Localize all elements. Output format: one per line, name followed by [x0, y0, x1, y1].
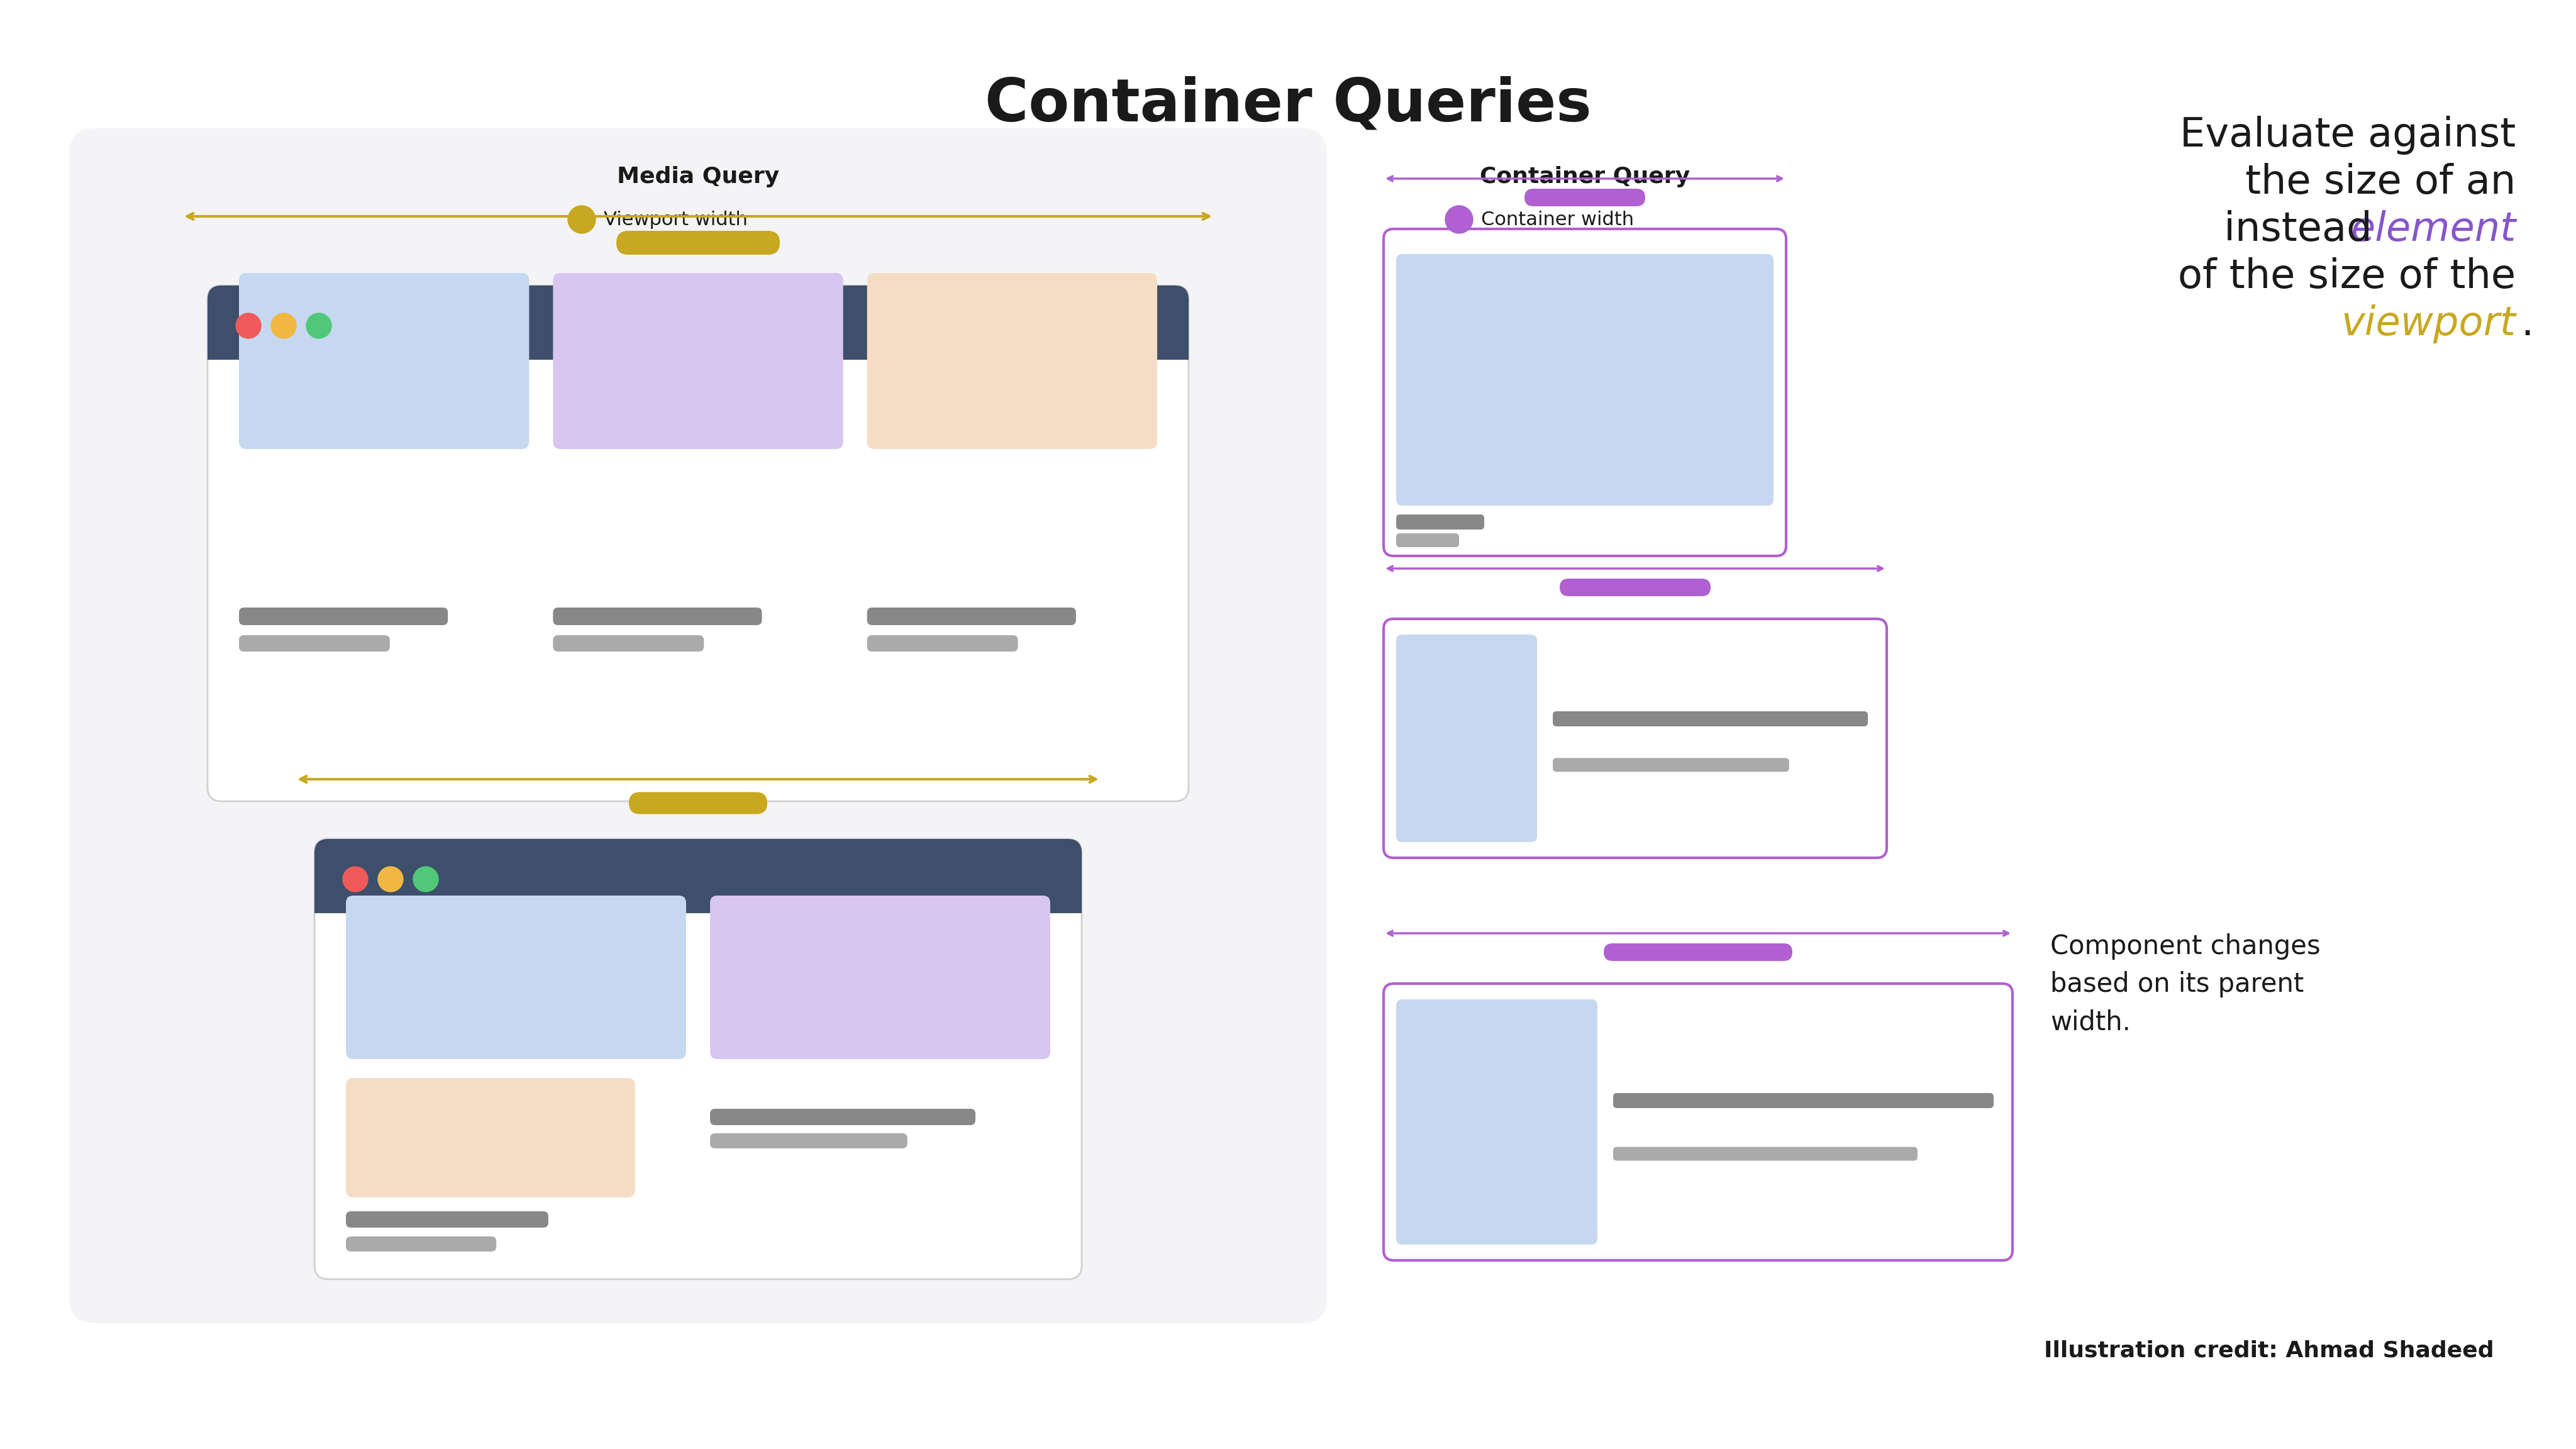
FancyBboxPatch shape — [1383, 229, 1785, 556]
Text: the size of an: the size of an — [2246, 162, 2517, 201]
FancyBboxPatch shape — [1613, 1146, 1917, 1161]
FancyBboxPatch shape — [345, 1078, 636, 1197]
FancyBboxPatch shape — [868, 635, 1018, 652]
FancyBboxPatch shape — [345, 1133, 544, 1149]
FancyBboxPatch shape — [209, 285, 1188, 359]
Circle shape — [270, 313, 296, 339]
FancyBboxPatch shape — [711, 1133, 907, 1149]
FancyBboxPatch shape — [314, 839, 1082, 1279]
FancyBboxPatch shape — [345, 1211, 549, 1227]
Circle shape — [307, 313, 332, 339]
FancyBboxPatch shape — [1396, 514, 1484, 529]
Circle shape — [237, 313, 260, 339]
FancyBboxPatch shape — [1396, 1000, 1597, 1245]
FancyBboxPatch shape — [616, 230, 781, 255]
FancyBboxPatch shape — [240, 635, 389, 652]
FancyBboxPatch shape — [1396, 254, 1772, 506]
Text: .: . — [2522, 304, 2532, 343]
Text: Evaluate against: Evaluate against — [2179, 116, 2517, 155]
FancyBboxPatch shape — [240, 607, 448, 625]
FancyBboxPatch shape — [1553, 758, 1790, 772]
FancyBboxPatch shape — [1396, 635, 1538, 842]
FancyBboxPatch shape — [629, 793, 768, 814]
Text: Container width: Container width — [1481, 210, 1633, 229]
FancyBboxPatch shape — [345, 895, 685, 1059]
Circle shape — [343, 867, 368, 891]
Text: Component changes
based on its parent
width.: Component changes based on its parent wi… — [2050, 933, 2321, 1036]
FancyBboxPatch shape — [240, 272, 528, 449]
Text: Viewport width: Viewport width — [603, 210, 747, 229]
FancyBboxPatch shape — [554, 607, 762, 625]
FancyBboxPatch shape — [1553, 711, 1868, 726]
Text: element: element — [2349, 210, 2517, 249]
Text: instead: instead — [2210, 210, 2372, 249]
FancyBboxPatch shape — [314, 839, 1082, 913]
Circle shape — [567, 206, 595, 233]
Circle shape — [379, 867, 402, 891]
Text: viewport: viewport — [2342, 304, 2517, 343]
FancyBboxPatch shape — [554, 272, 842, 449]
FancyBboxPatch shape — [209, 285, 1188, 801]
FancyBboxPatch shape — [1605, 943, 1793, 961]
FancyBboxPatch shape — [1383, 619, 1886, 858]
FancyBboxPatch shape — [1613, 1093, 1994, 1108]
FancyBboxPatch shape — [345, 1236, 497, 1252]
Bar — [314, 877, 1082, 913]
Text: Container Query: Container Query — [1479, 167, 1690, 187]
Circle shape — [412, 867, 438, 891]
Circle shape — [1445, 206, 1473, 233]
Text: Container Queries: Container Queries — [984, 75, 1592, 133]
FancyBboxPatch shape — [1525, 188, 1646, 206]
FancyBboxPatch shape — [1383, 984, 2012, 1261]
Text: Illustration credit: Ahmad Shadeed: Illustration credit: Ahmad Shadeed — [2045, 1339, 2494, 1361]
FancyBboxPatch shape — [868, 272, 1157, 449]
Bar — [209, 323, 1188, 359]
FancyBboxPatch shape — [711, 895, 1051, 1059]
Text: Media Query: Media Query — [616, 167, 781, 187]
Text: of the size of the: of the size of the — [2177, 258, 2517, 296]
FancyBboxPatch shape — [1558, 578, 1710, 596]
FancyBboxPatch shape — [868, 607, 1077, 625]
FancyBboxPatch shape — [554, 635, 703, 652]
FancyBboxPatch shape — [345, 1108, 611, 1124]
FancyBboxPatch shape — [1396, 533, 1458, 548]
FancyBboxPatch shape — [70, 129, 1327, 1323]
FancyBboxPatch shape — [711, 1108, 976, 1124]
